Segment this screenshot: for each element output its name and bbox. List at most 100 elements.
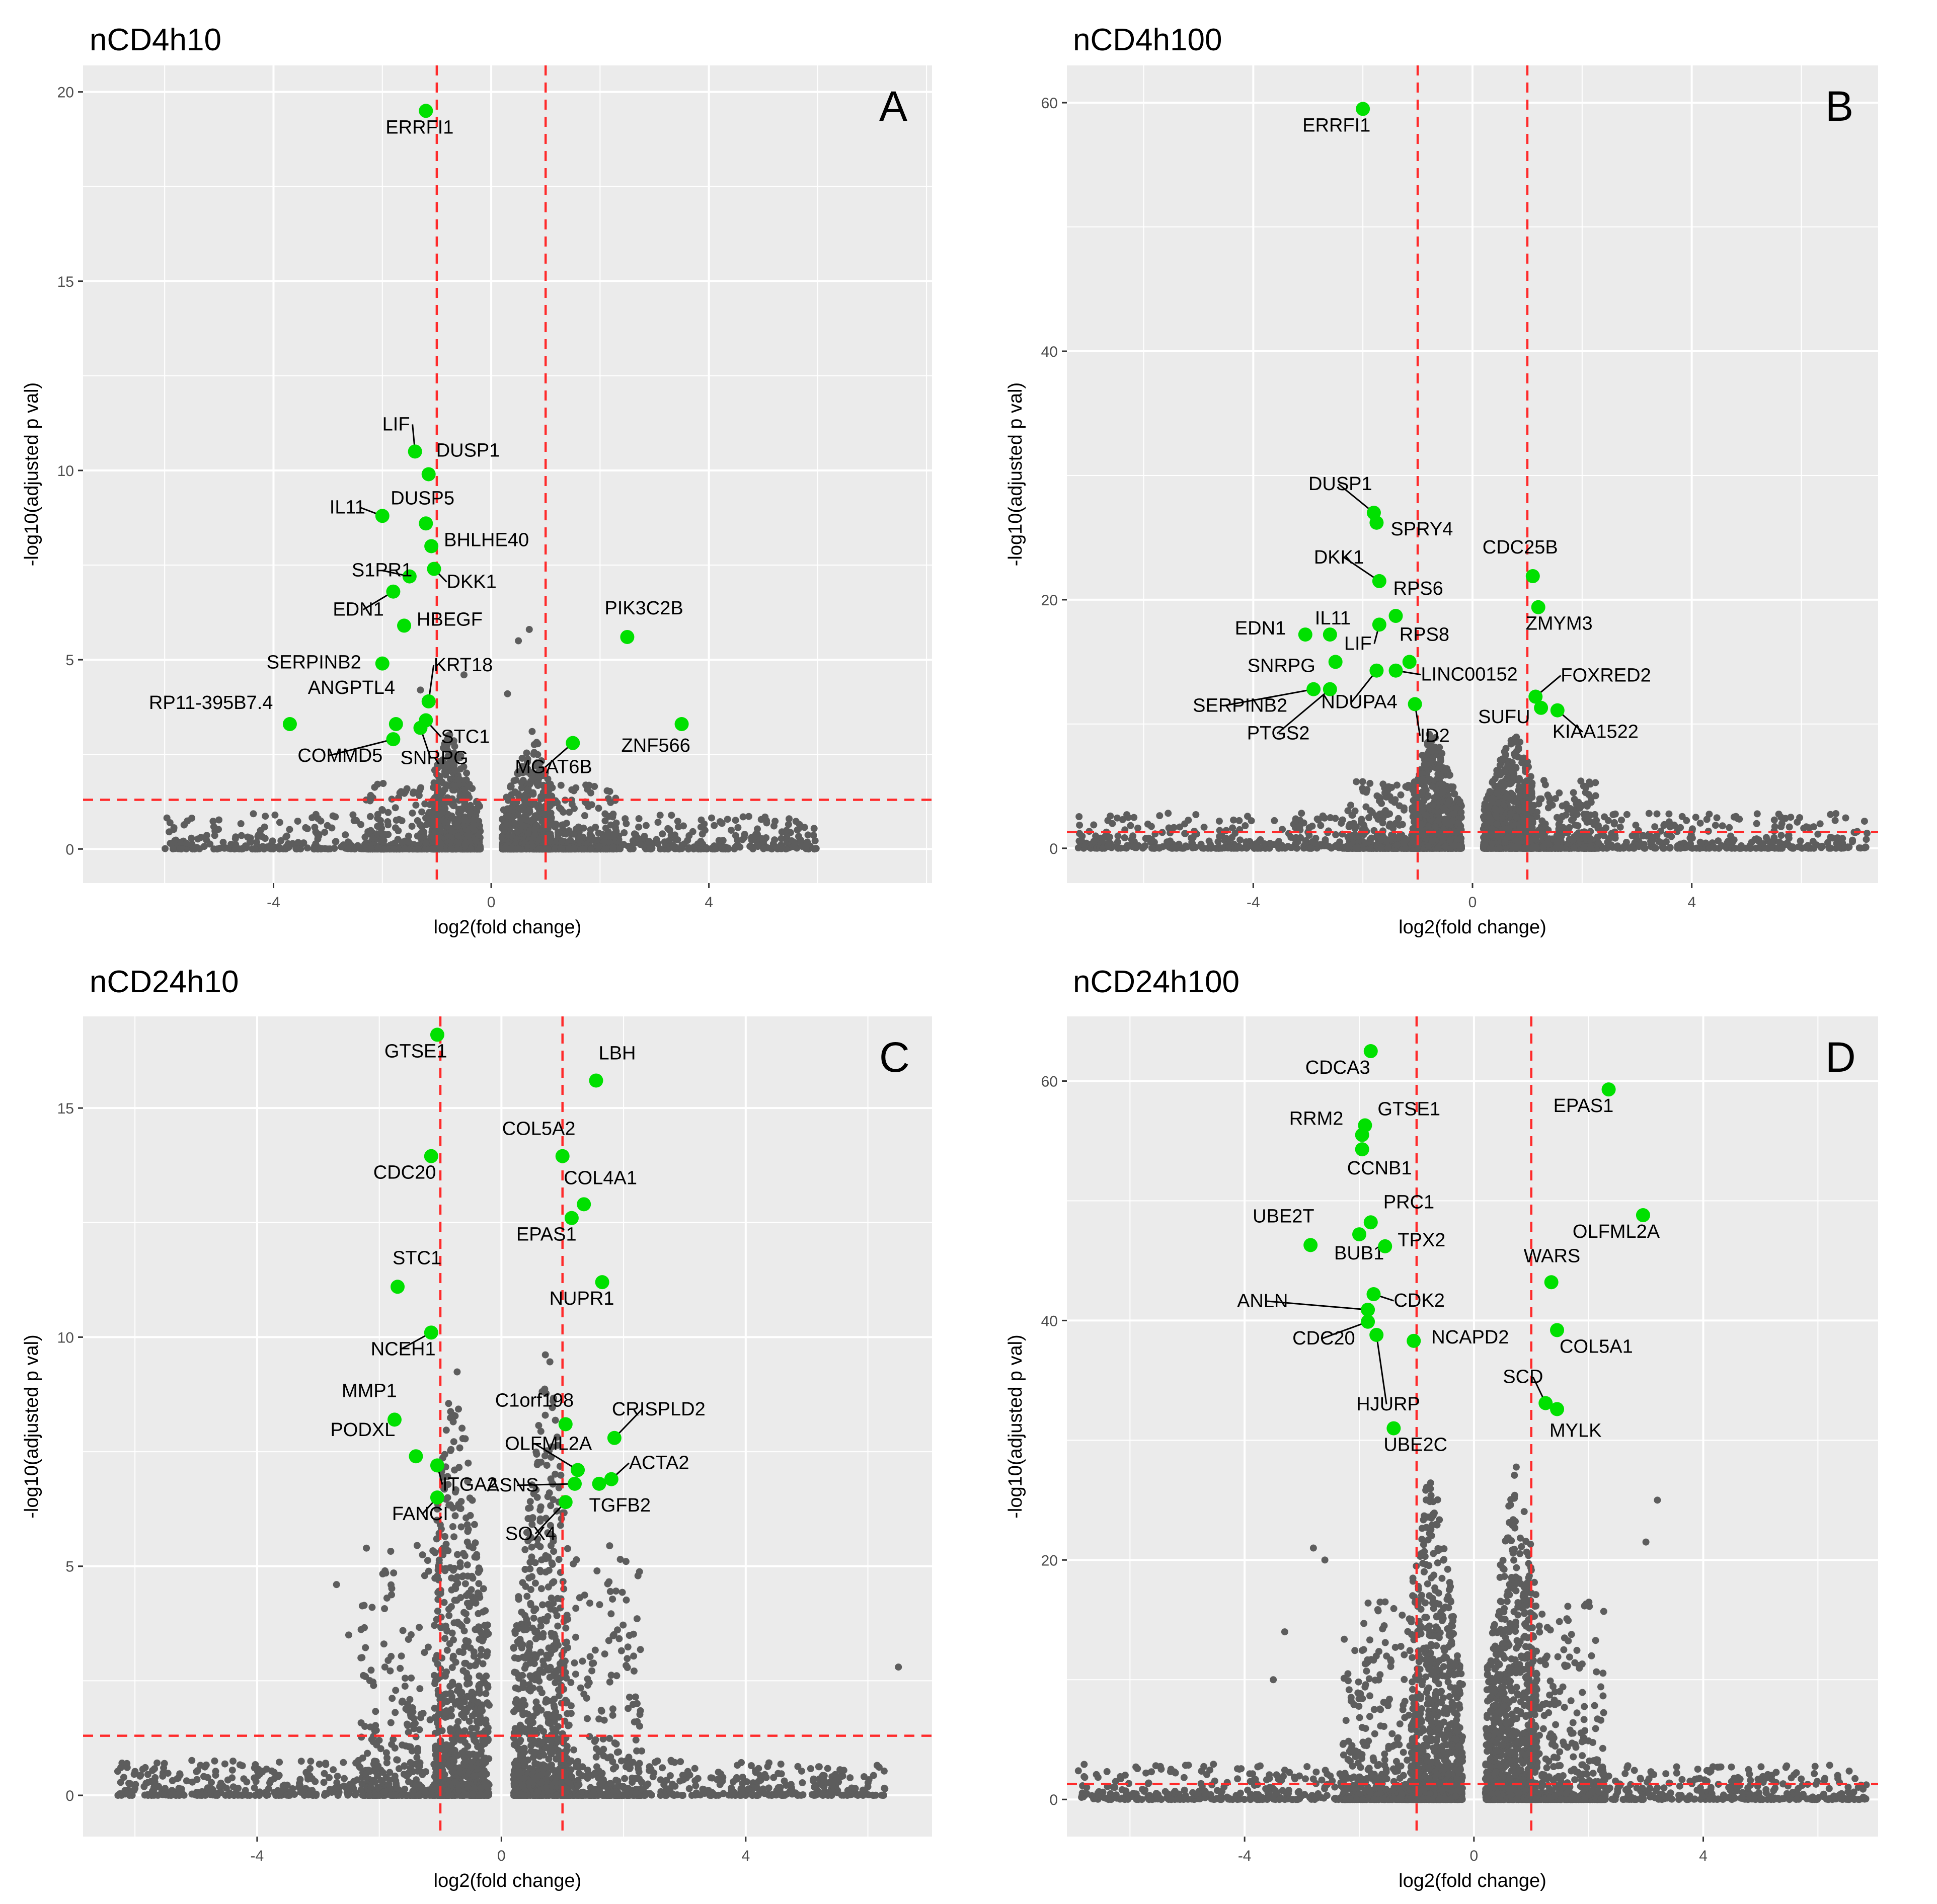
gene-point <box>595 805 602 812</box>
gene-point <box>356 845 364 852</box>
gene-point <box>1786 823 1793 831</box>
highlighted-gene-point <box>282 717 297 732</box>
gene-point <box>554 829 562 836</box>
gene-point <box>1114 832 1122 840</box>
gene-point <box>428 821 436 829</box>
gene-point <box>1570 789 1577 797</box>
gene-point <box>1134 824 1141 832</box>
gene-point <box>418 808 426 816</box>
gene-point <box>398 817 406 825</box>
gene-point <box>801 824 808 831</box>
gene-point <box>1703 816 1711 823</box>
gene-point <box>326 845 334 853</box>
gene-point <box>409 809 416 817</box>
highlighted-gene-point <box>620 629 635 644</box>
gene-point <box>1218 844 1226 852</box>
gene-point <box>606 787 613 795</box>
gene-point <box>1200 823 1208 831</box>
gene-point <box>575 823 582 831</box>
gene-point <box>1222 834 1230 842</box>
gene-point <box>1816 820 1824 828</box>
gene-point <box>317 845 325 853</box>
gene-point <box>311 824 319 831</box>
gene-point <box>303 844 311 852</box>
gene-point <box>562 830 570 838</box>
gene-point <box>557 781 565 789</box>
gene-label: EDN1 <box>333 599 383 620</box>
gene-point <box>1751 836 1759 843</box>
gene-point <box>792 818 800 825</box>
gene-point <box>607 821 614 829</box>
gene-point <box>1777 823 1785 831</box>
x-axis-title: log2(fold change) <box>434 917 582 938</box>
gene-point <box>754 825 761 833</box>
highlighted-gene-point <box>375 509 390 523</box>
gene-point <box>1207 843 1215 850</box>
gene-point <box>1410 780 1418 787</box>
gene-point <box>302 824 309 831</box>
gene-point <box>191 845 198 853</box>
gene-point <box>556 804 563 812</box>
gene-label: DUSP1 <box>436 440 500 461</box>
highlighted-gene-point <box>386 732 401 747</box>
gene-point <box>781 828 788 836</box>
gene-point <box>711 845 719 853</box>
gene-point <box>635 823 643 831</box>
gene-point <box>595 843 602 850</box>
gene-point <box>255 831 262 839</box>
highlighted-gene-point <box>427 562 441 576</box>
gene-point <box>570 787 578 795</box>
gene-point <box>374 815 381 822</box>
gene-point <box>470 817 477 824</box>
gene-point <box>559 821 567 829</box>
gene-point <box>529 790 537 798</box>
highlighted-gene-point <box>386 584 401 599</box>
plot-background <box>83 65 932 883</box>
gene-point <box>197 834 205 841</box>
gene-point <box>167 840 174 847</box>
gene-point <box>246 838 254 845</box>
gene-label: BHLHE40 <box>444 529 529 550</box>
gene-point <box>332 838 340 845</box>
gene-point <box>452 782 459 790</box>
gene-point <box>221 843 228 851</box>
gene-point <box>1666 823 1674 831</box>
gene-point <box>414 845 422 853</box>
gene-point <box>529 843 536 850</box>
gene-point <box>215 816 222 824</box>
highlighted-gene-point <box>375 656 390 671</box>
gene-point <box>749 845 757 853</box>
gene-point <box>530 749 538 756</box>
gene-point <box>200 843 208 850</box>
gene-point <box>1653 810 1661 818</box>
gene-point <box>183 839 190 847</box>
gene-point <box>374 780 381 788</box>
gene-point <box>654 840 662 847</box>
gene-point <box>1353 778 1360 785</box>
gene-point <box>1771 823 1778 830</box>
gene-point <box>588 836 595 843</box>
gene-point <box>1090 821 1098 829</box>
gene-point <box>540 810 548 817</box>
gene-point <box>576 837 583 844</box>
gene-point <box>810 825 818 832</box>
gene-point <box>1861 844 1868 852</box>
gene-point <box>547 780 554 788</box>
gene-point <box>1438 750 1446 757</box>
gene-point <box>1864 829 1871 837</box>
gene-point <box>689 828 696 835</box>
gene-point <box>1075 813 1083 820</box>
gene-point <box>423 845 430 853</box>
gene-point <box>342 831 349 839</box>
gene-point <box>1127 822 1134 829</box>
gene-point <box>732 843 739 851</box>
gene-point <box>609 843 617 851</box>
gene-label: DKK1 <box>447 572 497 593</box>
gene-point <box>536 836 543 844</box>
gene-point <box>532 812 539 820</box>
gene-point <box>568 801 576 808</box>
x-tick-label: 0 <box>487 894 496 911</box>
gene-point <box>1544 791 1552 799</box>
gene-point <box>530 741 538 748</box>
gene-point <box>209 818 217 825</box>
